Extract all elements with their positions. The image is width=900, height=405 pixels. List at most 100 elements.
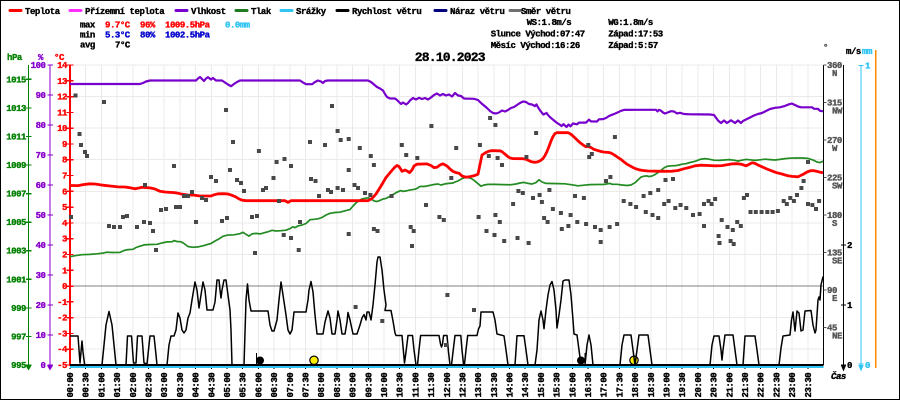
svg-text:999: 999 [11, 304, 26, 314]
svg-text:04:00: 04:00 [192, 373, 202, 398]
svg-text:WG:1.8m/s: WG:1.8m/s [608, 18, 653, 28]
svg-text:06:00: 06:00 [254, 373, 264, 398]
svg-text:0: 0 [62, 282, 67, 292]
svg-text:14:00: 14:00 [506, 373, 516, 398]
svg-text:1009: 1009 [6, 161, 26, 171]
svg-text:Měsíc Východ:16:26: Měsíc Východ:16:26 [491, 41, 580, 51]
svg-text:21:00: 21:00 [725, 373, 735, 398]
svg-text:5: 5 [62, 203, 67, 213]
svg-text:15:00: 15:00 [537, 373, 547, 398]
svg-text:min: min [80, 31, 95, 41]
svg-text:00:30: 00:30 [82, 373, 92, 398]
svg-text:80: 80 [36, 121, 46, 131]
svg-text:13:30: 13:30 [490, 373, 500, 398]
svg-text:0: 0 [865, 361, 870, 371]
svg-text:09:30: 09:30 [364, 373, 374, 398]
svg-text:1011: 1011 [6, 132, 27, 142]
svg-text:06:30: 06:30 [270, 373, 280, 398]
svg-text:01:30: 01:30 [113, 373, 123, 398]
svg-text:17:30: 17:30 [615, 373, 625, 398]
svg-text:Směr větru: Směr větru [521, 7, 571, 17]
svg-text:Západ:5:57: Západ:5:57 [608, 41, 658, 51]
svg-text:13:00: 13:00 [474, 373, 484, 398]
svg-text:50: 50 [36, 211, 46, 221]
svg-text:7: 7 [62, 172, 67, 182]
svg-text:1: 1 [62, 266, 68, 276]
svg-text:9.7°C: 9.7°C [105, 21, 131, 31]
svg-text:Čas: Čas [831, 371, 846, 382]
svg-text:17:00: 17:00 [600, 373, 610, 398]
svg-text:7°C: 7°C [115, 41, 131, 51]
svg-text:12:00: 12:00 [443, 373, 453, 398]
svg-text:Vlhkost: Vlhkost [191, 7, 226, 17]
svg-text:21:30: 21:30 [741, 373, 751, 398]
svg-text:N: N [832, 69, 837, 79]
svg-text:4: 4 [62, 219, 68, 229]
svg-text:997: 997 [11, 332, 26, 342]
svg-text:NW: NW [832, 107, 843, 117]
svg-text:360: 360 [827, 61, 842, 71]
svg-text:05:00: 05:00 [223, 373, 233, 398]
svg-text:20:30: 20:30 [710, 373, 720, 398]
svg-text:1007: 1007 [6, 190, 26, 200]
svg-text:1003: 1003 [6, 247, 26, 257]
svg-text:18:30: 18:30 [647, 373, 657, 398]
svg-text:23:00: 23:00 [788, 373, 798, 398]
svg-text:02:30: 02:30 [145, 373, 155, 398]
svg-text:225: 225 [827, 174, 842, 184]
svg-text:Teplota: Teplota [25, 7, 61, 17]
svg-text:10: 10 [57, 124, 67, 134]
svg-text:1013: 1013 [6, 104, 26, 114]
svg-text:0.0mm: 0.0mm [225, 21, 251, 31]
svg-text:16:00: 16:00 [568, 373, 578, 398]
svg-text:45: 45 [827, 324, 837, 334]
svg-text:2: 2 [847, 241, 852, 251]
svg-text:30: 30 [36, 271, 46, 281]
svg-text:Rychlost větru: Rychlost větru [352, 7, 421, 17]
svg-text:0: 0 [41, 361, 46, 371]
svg-text:10: 10 [36, 331, 46, 341]
svg-text:12: 12 [57, 93, 67, 103]
svg-text:19:00: 19:00 [663, 373, 673, 398]
svg-text:07:30: 07:30 [302, 373, 312, 398]
svg-text:11: 11 [57, 108, 68, 118]
svg-text:2: 2 [62, 251, 67, 261]
svg-text:22:30: 22:30 [772, 373, 782, 398]
svg-text:°: ° [823, 43, 828, 53]
svg-text:995: 995 [11, 361, 26, 371]
svg-text:Přízemní teplota: Přízemní teplota [85, 7, 165, 17]
svg-text:SE: SE [832, 257, 843, 267]
svg-text:96%: 96% [140, 21, 156, 31]
svg-text:mm: mm [862, 47, 873, 57]
svg-text:16:30: 16:30 [584, 373, 594, 398]
svg-text:40: 40 [36, 241, 46, 251]
svg-text:19:30: 19:30 [678, 373, 688, 398]
svg-text:hPa: hPa [7, 53, 23, 63]
svg-text:15:30: 15:30 [553, 373, 563, 398]
svg-text:90: 90 [827, 286, 837, 296]
svg-text:80%: 80% [140, 31, 156, 41]
svg-text:NE: NE [832, 332, 843, 342]
svg-text:W: W [832, 144, 838, 154]
svg-text:60: 60 [36, 181, 46, 191]
svg-text:22:00: 22:00 [757, 373, 767, 398]
svg-text:10:30: 10:30 [396, 373, 406, 398]
svg-text:20:00: 20:00 [694, 373, 704, 398]
svg-text:0: 0 [847, 361, 852, 371]
svg-text:Tlak: Tlak [251, 7, 272, 17]
svg-text:135: 135 [827, 249, 842, 259]
svg-text:E: E [832, 294, 838, 304]
svg-text:9: 9 [62, 140, 67, 150]
svg-text:6: 6 [62, 187, 67, 197]
svg-text:Náraz větru: Náraz větru [450, 7, 505, 17]
svg-text:%: % [38, 53, 44, 63]
svg-text:07:00: 07:00 [286, 373, 296, 398]
svg-text:-2: -2 [57, 314, 67, 324]
svg-text:270: 270 [827, 136, 842, 146]
svg-text:max: max [80, 21, 96, 31]
svg-text:14:30: 14:30 [521, 373, 531, 398]
svg-text:28.10.2023: 28.10.2023 [415, 50, 486, 65]
svg-text:avg: avg [80, 41, 95, 51]
svg-text:03:00: 03:00 [160, 373, 170, 398]
svg-text:05:30: 05:30 [239, 373, 249, 398]
